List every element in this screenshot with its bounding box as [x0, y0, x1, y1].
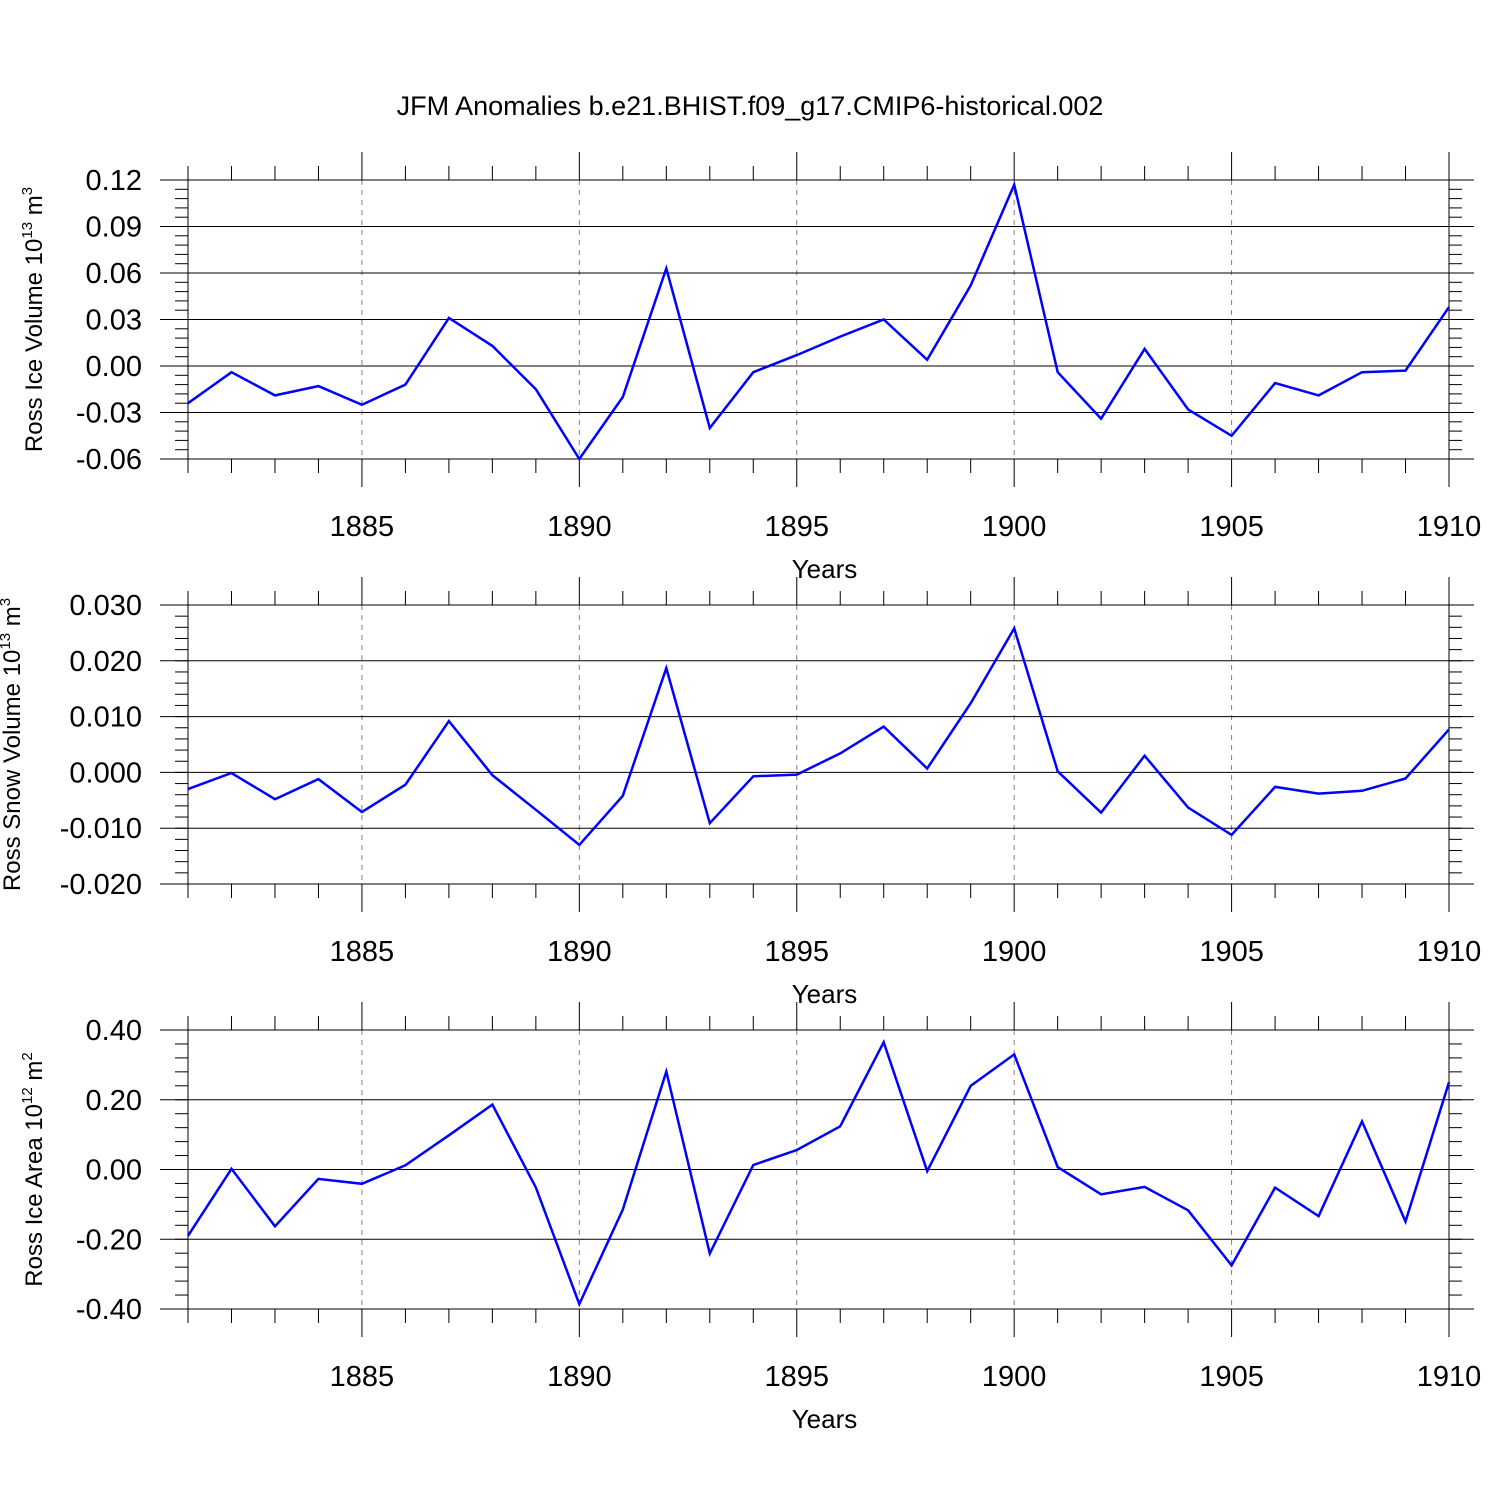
panels: -0.06 -0.03 0.00 0.03 0.06 0.09 0.12 1885 1890 18… — [0, 152, 1481, 1434]
y-tick-label: -0.40 — [76, 1294, 142, 1326]
y-axis-title-text: m — [21, 1061, 48, 1088]
y-axis-title-superscript: 12 — [19, 1087, 36, 1104]
y-tick-label: 0.03 — [86, 305, 142, 337]
y-tick-label: 0.010 — [69, 702, 142, 734]
y-axis-title-text: m — [0, 606, 26, 633]
y-tick-label: 0.12 — [86, 165, 142, 197]
y-tick-label: -0.06 — [76, 444, 142, 476]
series-line — [186, 1039, 1451, 1308]
x-tick-label: 1905 — [1199, 936, 1264, 968]
x-tick-label: 1895 — [765, 1361, 830, 1393]
y-axis-title-superscript: 2 — [19, 1052, 36, 1060]
series-line — [187, 625, 1450, 847]
x-tick-label: 1885 — [330, 1361, 395, 1393]
y-axis-title-text: m — [21, 195, 48, 222]
x-axis-title: Years — [792, 1404, 858, 1434]
y-axis-title-superscript: 3 — [19, 187, 36, 195]
y-tick-label: -0.20 — [76, 1224, 142, 1256]
y-tick-label: 0.000 — [69, 757, 142, 789]
y-axis-title-text: Ross Snow Volume 10 — [0, 650, 26, 891]
y-axis-title: Ross Ice Area 1012 m2 — [19, 1052, 48, 1286]
y-tick-label: -0.010 — [60, 813, 142, 845]
x-tick-label: 1885 — [330, 936, 395, 968]
x-tick-label: 1910 — [1417, 1361, 1482, 1393]
y-axis-title-superscript: 3 — [0, 598, 14, 606]
y-tick-label: 0.06 — [86, 258, 142, 290]
y-axis-title-superscript: 13 — [19, 222, 36, 239]
panel-ice-volume: -0.06 -0.03 0.00 0.03 0.06 0.09 0.12 1885 1890 18… — [19, 152, 1481, 584]
x-tick-label: 1900 — [982, 1361, 1047, 1393]
series-line — [187, 180, 1451, 462]
x-tick-label: 1885 — [330, 511, 395, 543]
x-tick-label: 1910 — [1417, 936, 1482, 968]
figure-title: JFM Anomalies b.e21.BHIST.f09_g17.CMIP6-… — [397, 91, 1104, 121]
x-tick-label: 1890 — [547, 511, 612, 543]
x-tick-label: 1900 — [982, 936, 1047, 968]
y-axis-title-superscript: 13 — [0, 633, 14, 650]
y-tick-label: 0.09 — [86, 212, 142, 244]
x-tick-label: 1890 — [547, 936, 612, 968]
y-axis-title-text: Ross Ice Volume 10 — [21, 239, 48, 452]
x-tick-label: 1905 — [1199, 511, 1264, 543]
y-tick-label: 0.00 — [86, 1155, 142, 1187]
y-tick-label: 0.00 — [86, 351, 142, 383]
y-axis-title: Ross Ice Volume 1013 m3 — [19, 187, 48, 452]
x-tick-label: 1910 — [1417, 511, 1482, 543]
x-axis-title: Years — [792, 979, 858, 1009]
y-tick-label: 0.020 — [69, 646, 142, 678]
panel-snow-volume: -0.020 -0.010 0.000 0.010 0.020 0.030 1885 1890… — [0, 577, 1481, 1009]
y-tick-label: 0.030 — [69, 590, 142, 622]
x-tick-label: 1890 — [547, 1361, 612, 1393]
y-tick-label: -0.03 — [76, 398, 142, 430]
panel-ice-area: -0.40 -0.20 0.00 0.20 0.40 1885 1890 1895 1900 19… — [19, 1002, 1481, 1434]
x-tick-label: 1895 — [765, 511, 830, 543]
x-tick-label: 1895 — [765, 936, 830, 968]
x-axis-title: Years — [792, 554, 858, 584]
y-axis-title-text: Ross Ice Area 10 — [21, 1104, 48, 1287]
y-tick-label: -0.020 — [60, 869, 142, 901]
x-tick-label: 1905 — [1199, 1361, 1264, 1393]
y-tick-label: 0.20 — [86, 1085, 142, 1117]
x-tick-label: 1900 — [982, 511, 1047, 543]
y-axis-title: Ross Snow Volume 1013 m3 — [0, 598, 26, 891]
y-tick-label: 0.40 — [86, 1015, 142, 1047]
